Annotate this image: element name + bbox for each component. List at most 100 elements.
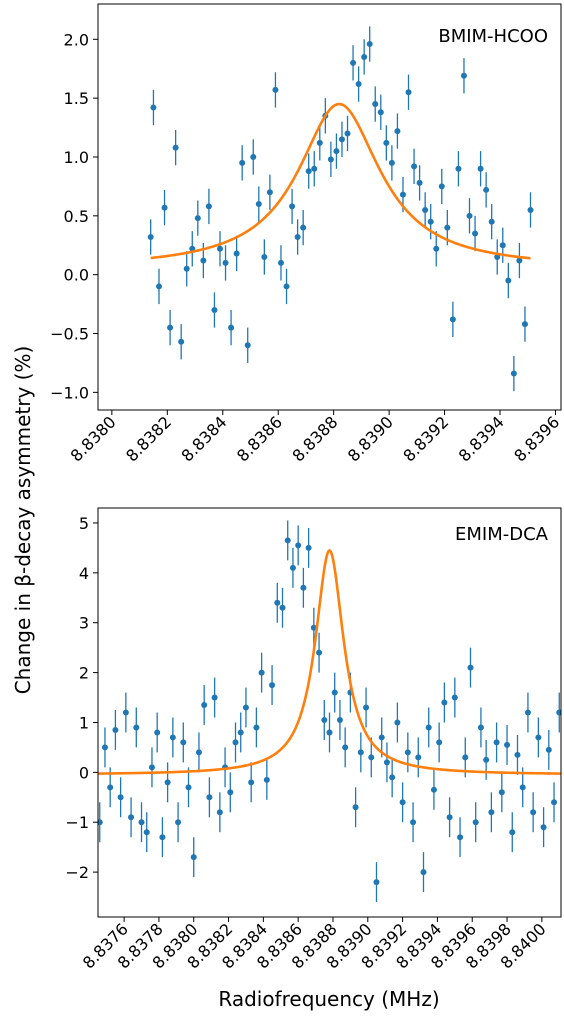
data-point [305, 168, 312, 175]
data-point [498, 789, 505, 796]
x-tick-label: 8.8390 [344, 412, 397, 465]
data-point [239, 159, 246, 166]
data-point [540, 824, 547, 831]
y-tick-label: −0.5 [50, 325, 89, 344]
data-point [159, 834, 166, 841]
data-point [422, 206, 429, 213]
data-point [216, 245, 223, 252]
data-point [122, 709, 129, 716]
data-point [493, 739, 500, 746]
plot-frame [97, 3, 562, 411]
data-point [466, 212, 473, 219]
data-point [433, 245, 440, 252]
data-point [161, 204, 168, 211]
data-point [336, 716, 343, 723]
data-point [201, 702, 208, 709]
data-point [169, 734, 176, 741]
y-tick-label: 2.0 [64, 30, 89, 49]
x-tick-label: 8.8392 [399, 412, 452, 465]
data-point [107, 784, 114, 791]
data-point [289, 203, 296, 210]
data-point [316, 649, 323, 656]
data-point [112, 726, 119, 733]
panel-emim-dca: −2−10123458.83768.83788.83808.83828.8384… [65, 507, 562, 972]
y-tick-label: 1.5 [64, 89, 89, 108]
data-point [294, 234, 301, 241]
data-point [237, 729, 244, 736]
plot-frame [97, 507, 562, 918]
x-tick-label: 8.8396 [510, 412, 563, 465]
y-tick-label: 0.0 [64, 266, 89, 285]
data-point [472, 819, 479, 826]
y-tick-label: −1 [65, 813, 89, 832]
data-point [494, 254, 501, 261]
data-point [352, 804, 359, 811]
data-point [147, 234, 154, 241]
data-point [175, 819, 182, 826]
data-point [350, 59, 357, 66]
data-point [310, 624, 317, 631]
data-point [372, 101, 379, 108]
data-point [410, 819, 417, 826]
data-point [216, 809, 223, 816]
x-tick-label: 8.8394 [455, 412, 508, 465]
data-point [366, 41, 373, 48]
data-point [274, 599, 281, 606]
data-point [311, 165, 318, 172]
data-point [416, 179, 423, 186]
data-point [394, 719, 401, 726]
data-point [524, 709, 531, 716]
data-point [211, 306, 218, 313]
data-point [295, 542, 302, 549]
data-point [404, 749, 411, 756]
data-point [394, 128, 401, 135]
data-point [504, 741, 511, 748]
y-tick-label: 5 [79, 514, 89, 533]
data-point [206, 794, 213, 801]
data-point [521, 321, 528, 328]
data-point [227, 789, 234, 796]
x-tick-label: 8.8382 [122, 412, 175, 465]
panel-annotation: BMIM-HCOO [438, 26, 548, 47]
data-point [98, 819, 103, 826]
data-point [436, 739, 443, 746]
data-point [338, 136, 345, 143]
data-point [194, 215, 201, 222]
data-point [172, 144, 179, 151]
data-point [477, 165, 484, 172]
y-tick-label: 3 [79, 614, 89, 633]
data-point [361, 53, 368, 60]
panel-bmim-hcoo: −1.0−0.50.00.51.01.52.08.8380 8.8382 8.838… [50, 3, 563, 465]
data-point [368, 754, 375, 761]
data-point [483, 186, 490, 193]
data-point [266, 189, 273, 196]
data-point [272, 86, 279, 93]
data-point [190, 854, 197, 861]
data-point [488, 218, 495, 225]
y-tick-label: 0 [79, 763, 89, 782]
data-point [383, 139, 390, 146]
fit-curve [150, 102, 531, 260]
data-point [138, 819, 145, 826]
data-point [527, 206, 534, 213]
data-point [519, 784, 526, 791]
data-point [378, 734, 385, 741]
data-point [344, 130, 351, 137]
data-point [233, 250, 240, 257]
data-point [509, 829, 516, 836]
data-point [483, 756, 490, 763]
data-point [383, 759, 390, 766]
data-point [279, 604, 286, 611]
data-point [446, 814, 453, 821]
data-point [441, 699, 448, 706]
data-point [457, 834, 464, 841]
plot-area [147, 26, 534, 392]
data-point [514, 751, 521, 758]
data-point [405, 89, 412, 96]
y-tick-label: 1.0 [64, 148, 89, 167]
data-point [277, 259, 284, 266]
data-point [133, 724, 140, 731]
y-axis-label: Change in β-decay asymmetry (%) [11, 346, 35, 695]
data-point [305, 544, 312, 551]
data-point [420, 869, 427, 876]
